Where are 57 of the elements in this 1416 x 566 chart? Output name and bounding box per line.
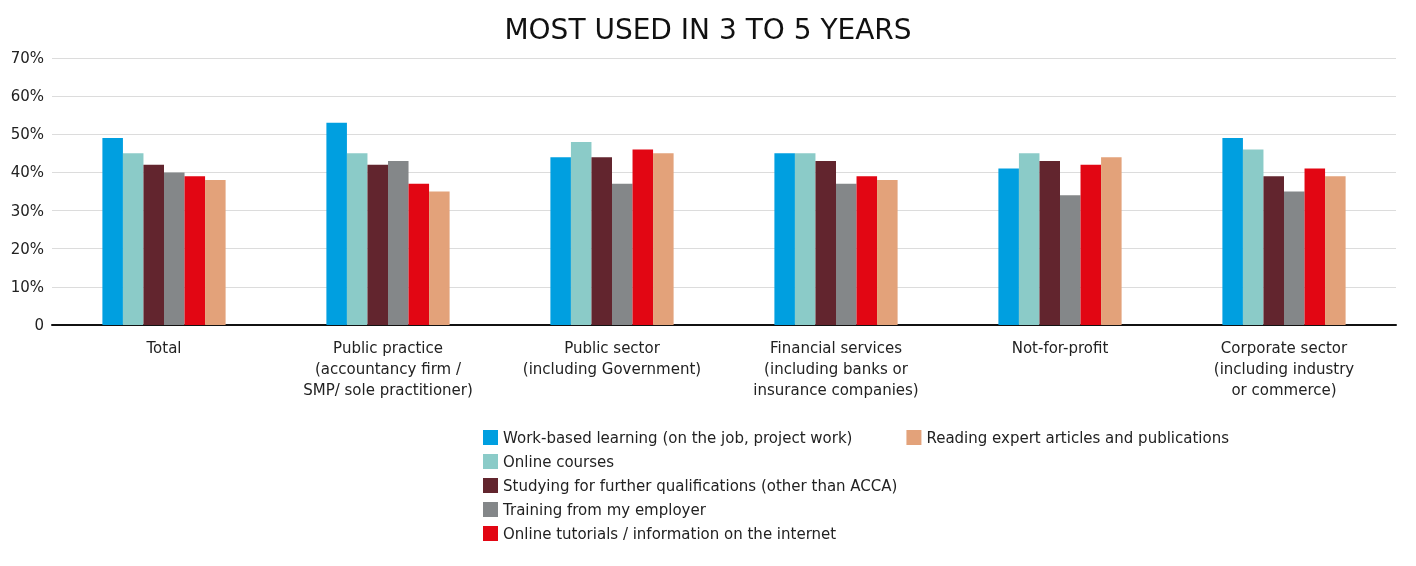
bar [1039,160,1060,325]
bar [1284,191,1305,325]
y-tick-label: 20% [10,239,44,258]
y-tick-label: 10% [10,277,44,296]
bar [102,138,123,325]
bar [856,176,878,325]
bar [1263,176,1284,325]
x-tick-label: Not-for-profit [1011,338,1109,357]
bar [550,157,571,325]
bar [794,153,816,325]
legend-label: Studying for further qualifications (other than ACCA) [503,476,898,495]
x-tick-label: Public practice (accountancy firm / SMP/ sole practitioner) [303,338,473,399]
bar [1222,138,1243,325]
chart-title: MOST USED IN 3 TO 5 YEARS [504,12,912,46]
y-tick-label: 50% [10,125,44,144]
legend-label: Online courses [503,452,615,471]
bar [1060,195,1081,325]
y-tick-label: 0 [34,316,44,334]
bar [122,153,144,325]
bar [164,172,185,325]
y-tick-label: 40% [10,163,44,182]
bar [570,141,592,325]
y-tick-label: 30% [10,201,44,220]
bar [774,153,795,325]
bar [1080,164,1102,325]
bar [1325,176,1346,325]
legend-label: Online tutorials / information on the internet [503,524,837,543]
bar [836,183,857,325]
legend-label: Work-based learning (on the job, project work) [503,428,853,447]
bar [326,122,347,325]
bar [1018,153,1040,325]
bar [367,164,388,325]
bar [429,191,450,325]
bar [653,153,674,325]
legend-label: Reading expert articles and publications [926,428,1230,447]
bar [1101,157,1122,325]
bar [815,160,836,325]
x-tick-label: Corporate sector (including industry or commerce) [1213,338,1355,399]
bar [205,180,226,325]
bar [1304,168,1326,325]
bar [408,183,430,325]
bar [346,153,368,325]
x-tick-label: Total [145,338,182,357]
bar [1242,149,1264,325]
bar [612,183,633,325]
y-tick-label: 60% [10,87,44,106]
bar [388,160,409,325]
x-tick-label: Public sector (including Government) [522,338,702,378]
y-tick-label: 70% [10,49,44,67]
bar [877,180,898,325]
bar [143,164,164,325]
bar [591,157,612,325]
bar [632,149,654,325]
bar [998,168,1019,325]
legend-label: Training from my employer [502,500,707,519]
bar [184,176,206,325]
x-tick-label: Financial services (including banks or insurance companies) [753,338,919,399]
